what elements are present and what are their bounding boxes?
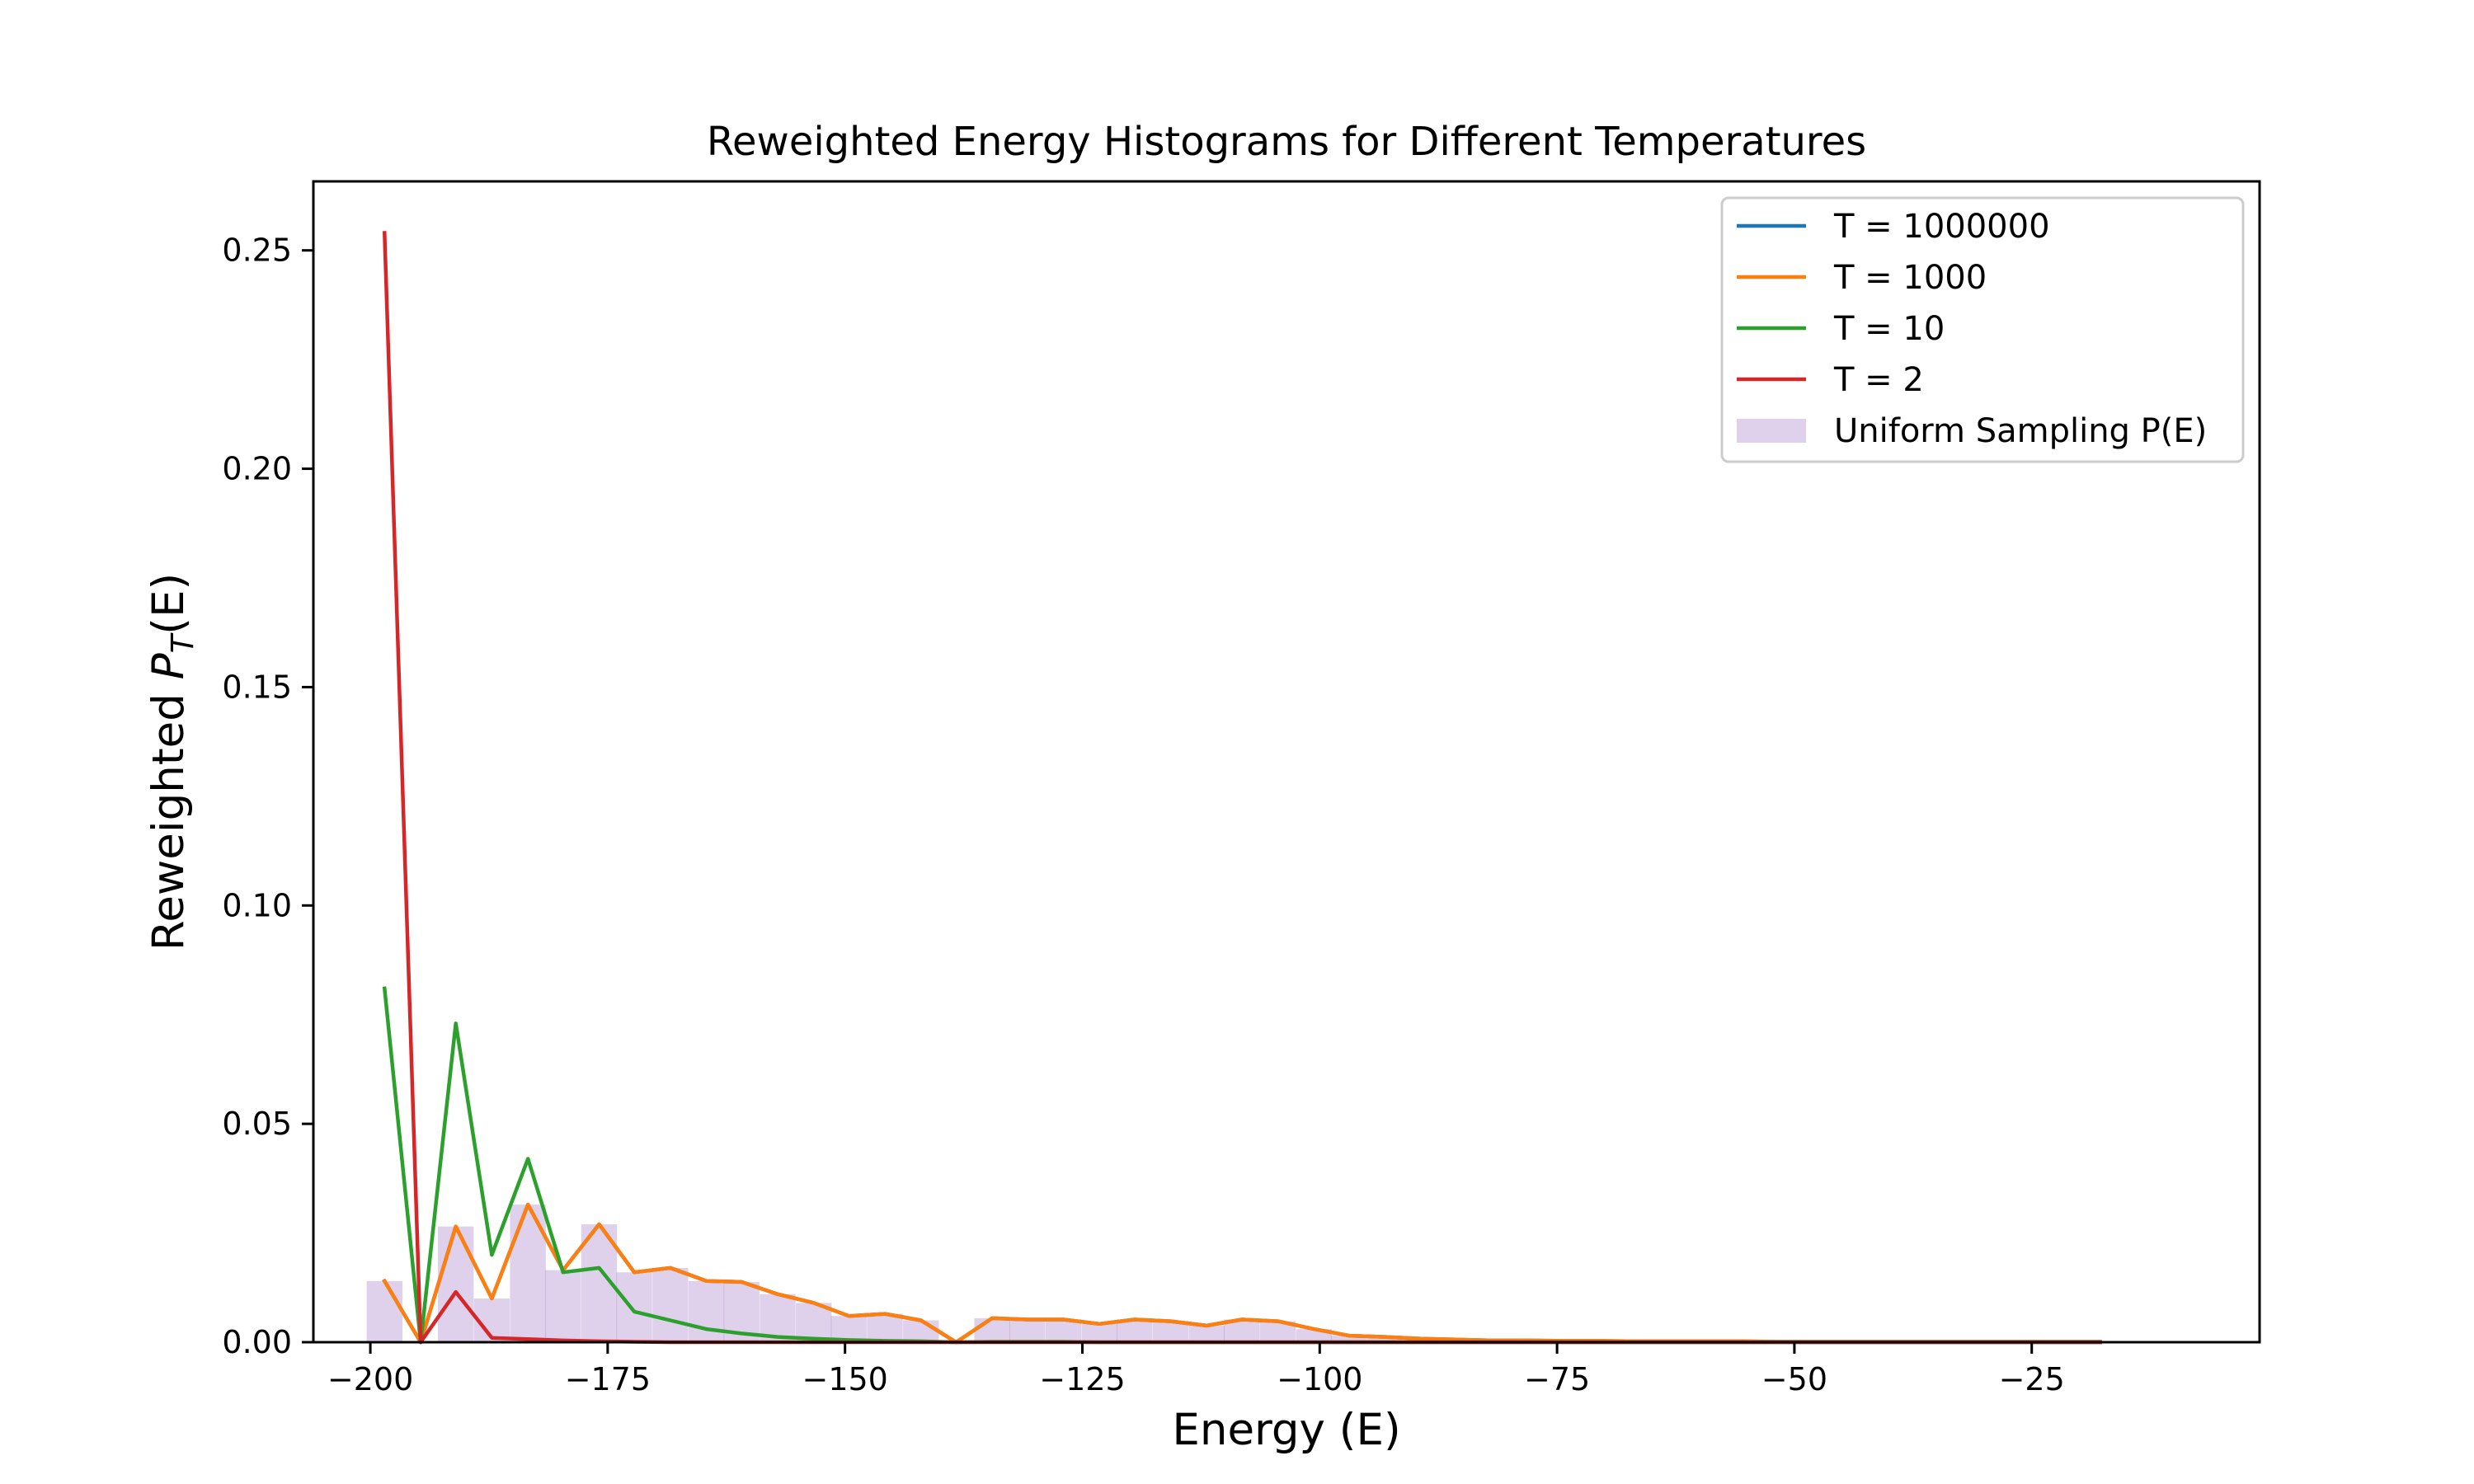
- histogram-bar: [1009, 1319, 1046, 1342]
- x-tick-label: −175: [565, 1361, 651, 1397]
- y-tick-label: 0.15: [222, 669, 292, 705]
- histogram-bar: [1331, 1336, 1367, 1342]
- y-tick-label: 0.25: [222, 232, 292, 269]
- legend-swatch: [1737, 419, 1806, 443]
- histogram-bar: [1081, 1323, 1117, 1342]
- chart-title: Reweighted Energy Histograms for Differe…: [707, 119, 1866, 165]
- histogram-bar: [903, 1320, 939, 1342]
- histogram-bar: [795, 1303, 832, 1342]
- legend-label: Uniform Sampling P(E): [1834, 412, 2207, 450]
- legend-label: T = 2: [1833, 361, 1924, 399]
- histogram-bar: [1152, 1321, 1189, 1342]
- histogram-bar: [1117, 1319, 1153, 1342]
- legend: T = 1000000 T = 1000 T = 10 T = 2 Uniform Sa…: [1720, 196, 2245, 463]
- x-axis-label: Energy (E): [1172, 1405, 1400, 1455]
- histogram-bar: [652, 1267, 689, 1342]
- histogram-bar: [1188, 1325, 1225, 1342]
- histogram-bar: [974, 1317, 1010, 1342]
- x-tick-label: −125: [1039, 1361, 1125, 1397]
- y-axis-label-prefix: Reweighted: [143, 679, 194, 951]
- y-tick-label: 0.10: [222, 887, 292, 923]
- histogram-bar: [437, 1226, 474, 1342]
- y-tick-label: 0.00: [222, 1324, 292, 1360]
- y-tick-label: 0.20: [222, 451, 292, 487]
- histogram-bar: [545, 1270, 581, 1342]
- y-axis-label-subscript: T: [165, 632, 200, 653]
- y-tick-label: 0.05: [222, 1106, 292, 1142]
- plot-frame: [312, 180, 2261, 1344]
- x-tick-label: −50: [1761, 1361, 1827, 1397]
- legend-box: [1720, 196, 2245, 463]
- histogram-bar: [688, 1280, 725, 1342]
- x-tick-label: −75: [1524, 1361, 1590, 1397]
- histogram-bar: [1367, 1336, 1404, 1342]
- x-tick-label: −25: [1999, 1361, 2065, 1397]
- y-axis-ticks: 0.00 0.05 0.10 0.15 0.20 0.25: [222, 232, 313, 1360]
- legend-label: T = 1000000: [1833, 208, 2050, 246]
- histogram-bar: [1045, 1319, 1082, 1342]
- y-axis-label: Reweighted PT(E): [143, 573, 200, 951]
- legend-label: T = 10: [1833, 310, 1945, 348]
- histogram-bar: [867, 1313, 903, 1342]
- histogram-bars: [366, 1205, 2119, 1342]
- x-tick-label: −200: [327, 1361, 413, 1397]
- legend-label: T = 1000: [1833, 259, 1987, 297]
- x-tick-label: −100: [1277, 1361, 1362, 1397]
- x-tick-label: −150: [802, 1361, 887, 1397]
- histogram-bar: [366, 1280, 403, 1342]
- legend-items: T = 1000000 T = 1000 T = 10 T = 2 Uniform Sa…: [1737, 208, 2207, 450]
- x-axis-ticks: −200 −175 −150 −125 −100 −75 −50 −25: [327, 1342, 2065, 1397]
- y-axis-label-suffix: (E): [143, 573, 194, 635]
- y-axis-label-symbol: P: [143, 653, 194, 679]
- histogram-bar: [616, 1272, 652, 1342]
